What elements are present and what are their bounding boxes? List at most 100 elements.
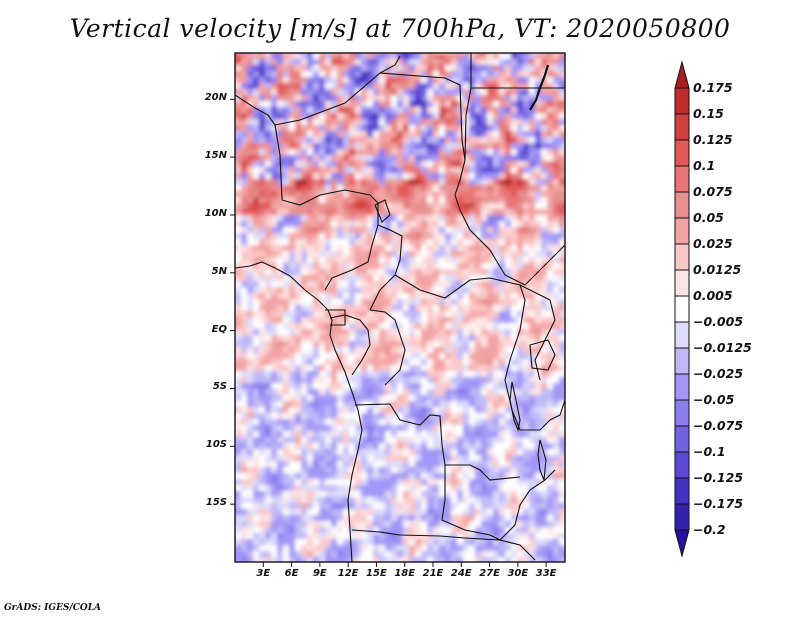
field-cell [391,329,398,336]
field-cell [277,197,284,204]
field-cell [421,293,428,300]
field-cell [535,293,542,300]
field-cell [271,521,278,528]
field-cell [253,281,260,288]
field-cell [325,323,332,330]
field-cell [361,107,368,114]
field-cell [463,131,470,138]
field-cell [355,341,362,348]
field-cell [565,521,572,528]
field-cell [535,305,542,312]
field-cell [271,353,278,360]
field-cell [427,353,434,360]
field-cell [457,59,464,66]
field-cell [487,323,494,330]
field-cell [241,401,248,408]
field-cell [559,221,565,228]
field-cell [301,215,308,222]
field-cell [487,287,494,294]
field-cell [295,143,302,150]
field-cell [553,329,560,336]
field-cell [313,209,320,216]
field-cell [385,179,392,186]
field-cell [313,137,320,144]
field-cell [349,227,356,234]
field-cell [349,251,356,258]
field-cell [463,437,470,444]
field-cell [247,539,254,546]
field-cell [511,383,518,390]
field-cell [553,257,560,264]
field-cell [565,539,572,546]
field-cell [445,521,452,528]
field-cell [379,389,386,396]
field-cell [265,191,272,198]
field-cell [409,515,416,522]
field-cell [451,239,458,246]
field-cell [511,509,518,516]
field-cell [307,371,314,378]
field-cell [325,101,332,108]
field-cell [517,221,524,228]
field-cell [565,359,572,366]
field-cell [529,299,536,306]
field-cell [373,299,380,306]
field-cell [487,317,494,324]
field-cell [547,317,554,324]
field-cell [409,371,416,378]
field-cell [523,317,530,324]
field-cell [391,539,398,546]
field-cell [343,215,350,222]
field-cell [445,275,452,282]
field-cell [427,347,434,354]
field-cell [481,101,488,108]
field-cell [505,527,512,534]
field-cell [547,467,554,474]
field-cell [487,335,494,342]
field-cell [517,65,524,72]
field-cell [391,383,398,390]
field-cell [523,71,530,78]
field-cell [277,455,284,462]
field-cell [421,515,428,522]
field-cell [505,323,512,330]
field-cell [301,533,308,540]
field-cell [361,341,368,348]
field-cell [367,527,374,534]
field-cell [409,521,416,528]
field-cell [493,179,500,186]
field-cell [253,527,260,534]
field-cell [427,83,434,90]
field-cell [241,203,248,210]
field-cell [253,125,260,132]
field-cell [481,143,488,150]
field-cell [343,425,350,432]
field-cell [499,209,506,216]
field-cell [367,389,374,396]
field-cell [445,257,452,264]
field-cell [565,341,572,348]
field-cell [385,335,392,342]
field-cell [259,419,266,426]
field-cell [337,143,344,150]
field-cell [355,545,362,552]
field-cell [559,371,565,378]
field-cell [529,467,536,474]
field-cell [307,53,314,60]
field-cell [421,131,428,138]
field-cell [457,533,464,540]
field-cell [235,323,242,330]
field-cell [439,335,446,342]
field-cell [529,77,536,84]
field-cell [547,251,554,258]
field-cell [559,137,565,144]
field-cell [325,137,332,144]
field-cell [493,323,500,330]
field-cell [343,527,350,534]
field-cell [427,383,434,390]
border-chad-sudan [464,87,472,161]
field-cell [295,539,302,546]
field-cell [283,149,290,156]
field-cell [559,323,565,330]
field-cell [523,461,530,468]
